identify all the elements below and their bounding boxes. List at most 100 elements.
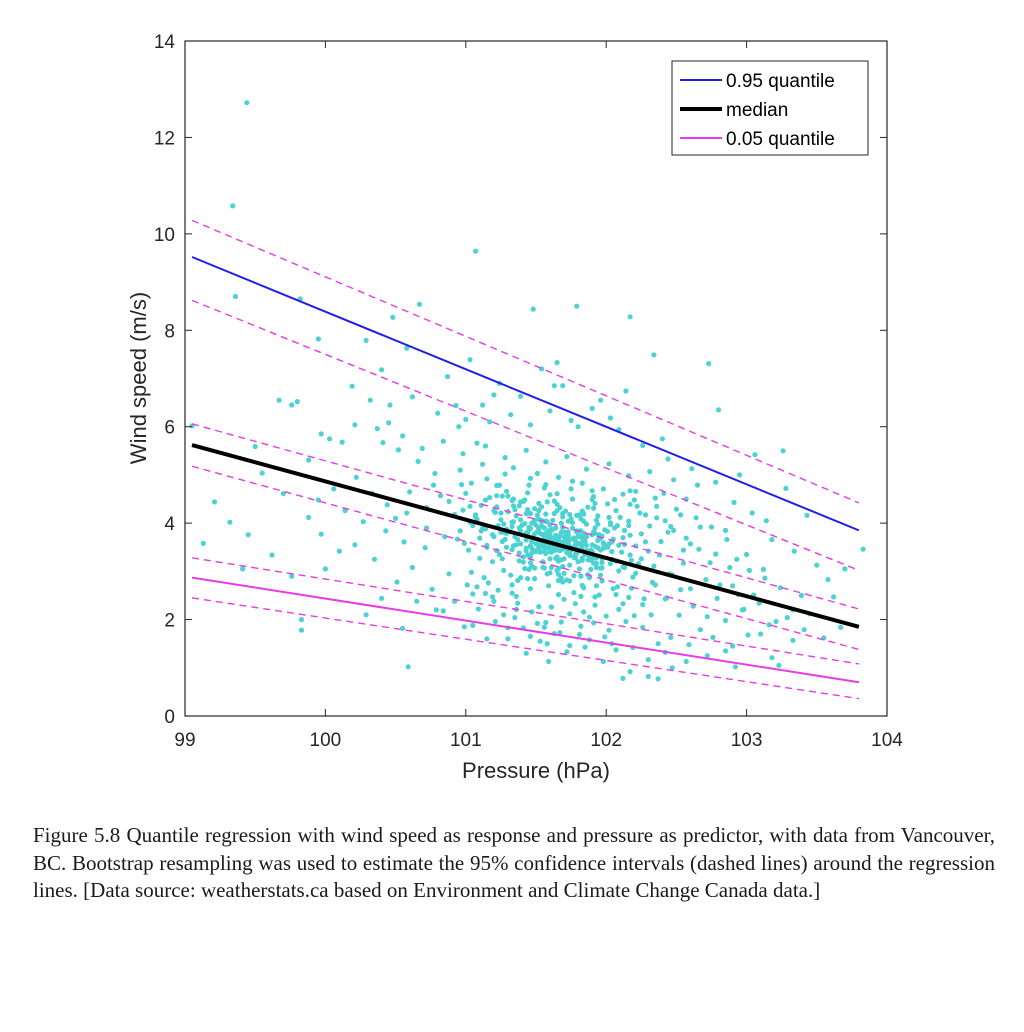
data-point (547, 492, 553, 498)
data-point (746, 567, 753, 574)
data-point (487, 495, 493, 501)
data-point (454, 536, 460, 542)
data-point (489, 559, 496, 565)
data-point (232, 293, 239, 300)
data-point (658, 538, 664, 545)
data-point (537, 638, 543, 644)
data-point (467, 503, 473, 509)
data-point (555, 474, 562, 480)
data-point (509, 523, 515, 530)
data-point (534, 512, 541, 519)
data-point (422, 545, 428, 551)
data-point (593, 564, 600, 571)
data-point (707, 560, 713, 566)
legend: 0.95 quantile median 0.05 quantile (671, 60, 869, 156)
data-point (571, 535, 577, 541)
data-point (509, 519, 515, 525)
data-point (508, 572, 514, 578)
data-point (505, 493, 511, 499)
data-point (686, 642, 692, 648)
data-point (532, 565, 538, 571)
data-point (562, 529, 569, 535)
data-point (620, 564, 626, 570)
data-point (572, 601, 578, 607)
data-point (780, 448, 786, 454)
y-tick-label: 6 (164, 418, 175, 439)
data-point (544, 641, 550, 647)
data-point (536, 526, 542, 532)
ci-line-0-05-quantile (191, 597, 860, 700)
data-point (554, 360, 560, 366)
data-point (494, 493, 500, 499)
y-tick-label: 10 (154, 225, 175, 246)
data-point (801, 627, 807, 633)
data-point (574, 512, 580, 519)
data-point (798, 592, 805, 599)
data-point (575, 559, 581, 565)
data-point (607, 522, 614, 528)
data-point (515, 600, 521, 606)
data-point (642, 512, 649, 518)
data-point (383, 528, 389, 534)
data-point (623, 388, 629, 394)
data-point (555, 558, 562, 564)
data-point (612, 496, 618, 503)
data-point (561, 596, 567, 602)
data-point (607, 415, 614, 421)
data-point (687, 541, 694, 547)
data-point (525, 490, 531, 496)
data-point (730, 583, 736, 589)
y-tick-label: 12 (154, 128, 175, 149)
data-point (527, 633, 534, 640)
data-point (665, 456, 671, 462)
data-point (598, 572, 604, 578)
data-point (533, 522, 539, 528)
x-axis-label: Pressure (hPa) (462, 758, 610, 783)
data-point (509, 497, 515, 504)
data-point (668, 634, 674, 641)
data-point (576, 631, 583, 638)
data-point (509, 582, 515, 588)
data-point (530, 306, 536, 312)
data-point (579, 480, 585, 486)
data-point (405, 664, 411, 670)
data-point (579, 555, 585, 561)
data-point (470, 591, 476, 597)
data-point (595, 537, 601, 544)
data-point (456, 424, 462, 430)
data-point (461, 624, 467, 630)
data-point (510, 465, 517, 471)
y-tick-label: 8 (164, 321, 175, 342)
data-point (491, 392, 497, 398)
data-point (537, 530, 543, 536)
data-point (526, 482, 532, 488)
data-point (477, 535, 483, 541)
data-point (547, 408, 553, 414)
data-point (442, 534, 448, 540)
data-point (502, 455, 508, 461)
data-point (662, 518, 668, 524)
data-point (626, 594, 632, 601)
data-point (576, 533, 583, 539)
data-point (623, 618, 629, 625)
data-point (482, 443, 489, 449)
data-point (708, 524, 715, 530)
data-point (769, 536, 775, 543)
data-point (766, 622, 772, 628)
data-point (619, 549, 625, 555)
data-point (463, 416, 469, 423)
data-point (596, 592, 602, 598)
x-tick-label: 100 (310, 730, 342, 751)
data-point (499, 538, 505, 545)
data-point (791, 548, 797, 554)
data-point (598, 565, 604, 571)
data-point (393, 515, 399, 521)
data-point (360, 519, 366, 525)
data-point (367, 397, 373, 403)
data-point (414, 598, 420, 604)
data-point (475, 606, 481, 612)
data-point (518, 541, 524, 547)
data-point (678, 512, 684, 518)
data-point (457, 528, 463, 534)
data-point (620, 675, 626, 682)
